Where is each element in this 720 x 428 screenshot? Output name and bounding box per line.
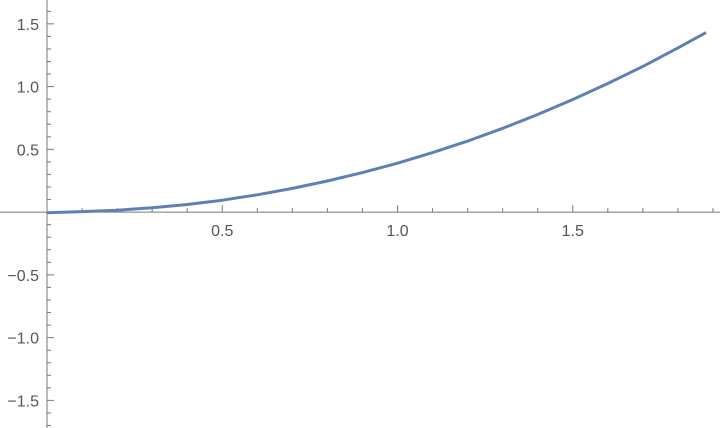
- y-tick-label: −1.5: [7, 393, 39, 410]
- x-tick-label: 1.5: [562, 223, 584, 240]
- x-tick-label: 0.5: [211, 223, 233, 240]
- y-tick-label: 1.5: [17, 17, 39, 34]
- y-tick-label: −0.5: [7, 268, 39, 285]
- series-line: [46, 31, 707, 215]
- y-tick-label: −1.0: [7, 331, 39, 348]
- y-tick-label: 0.5: [17, 142, 39, 159]
- y-tick-label: 1.0: [17, 80, 39, 97]
- x-tick-label: 1.0: [386, 223, 408, 240]
